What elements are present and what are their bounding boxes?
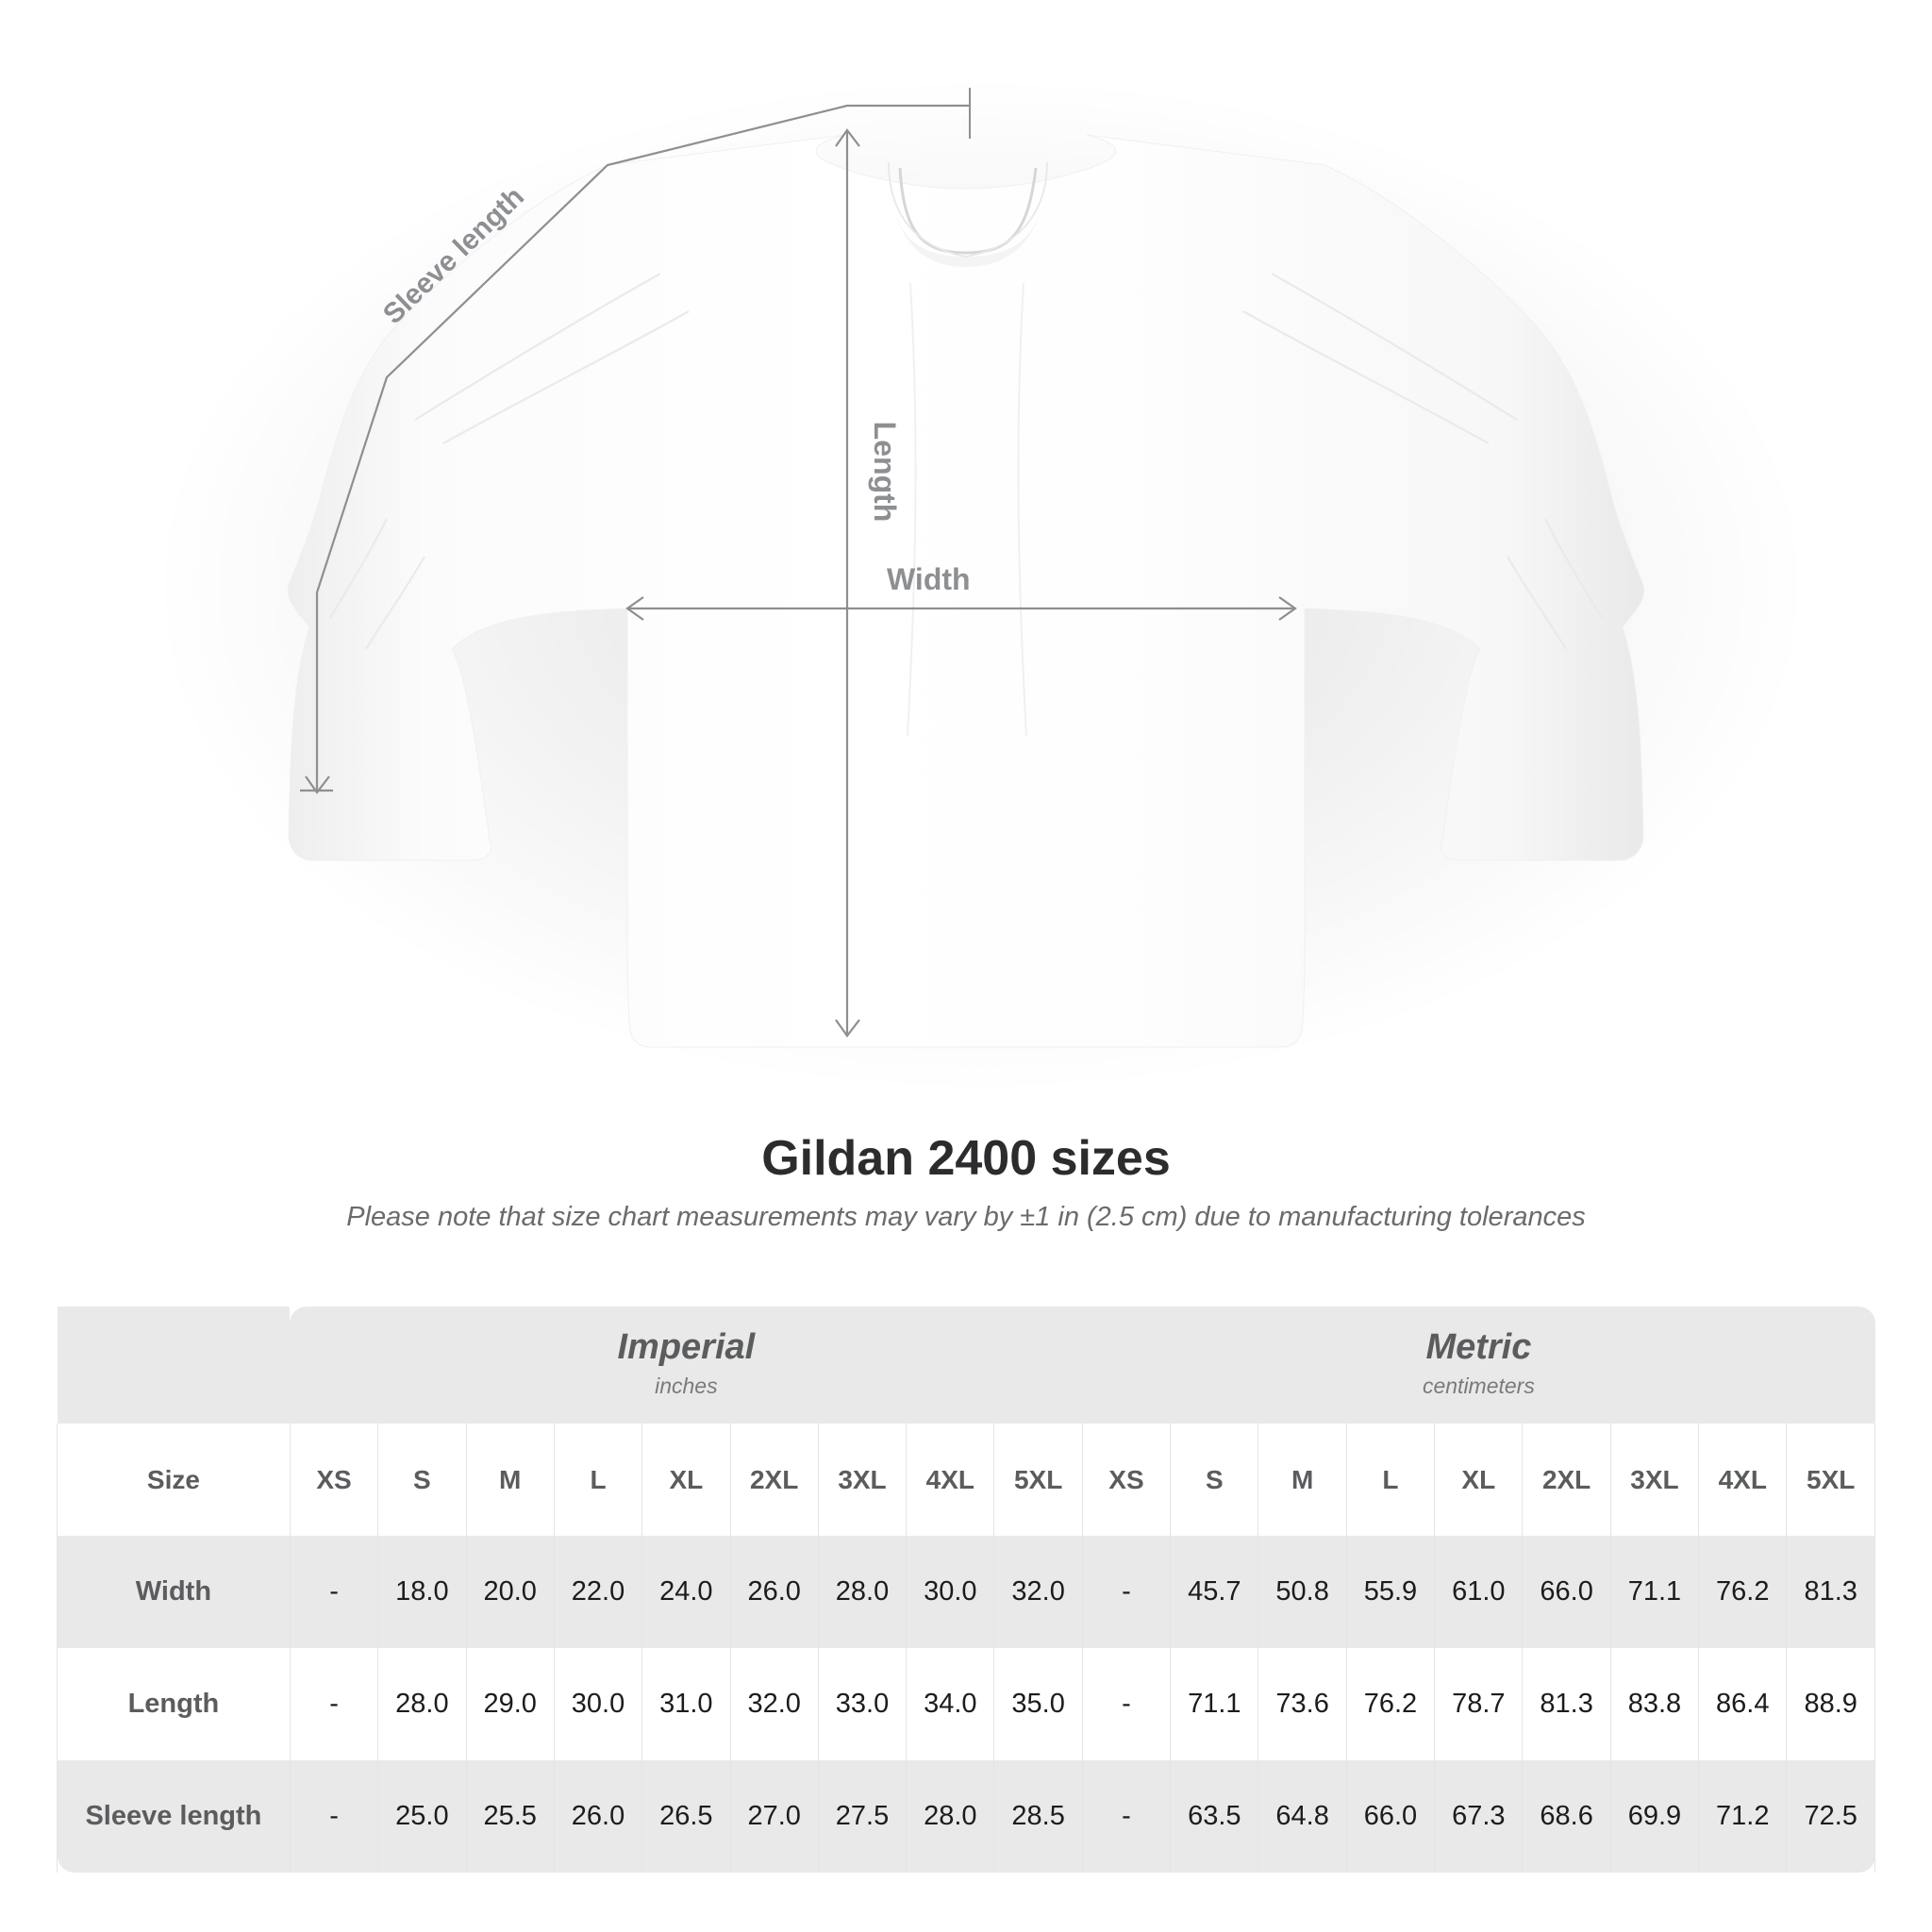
svg-text:Length: Length xyxy=(868,422,902,523)
svg-text:Width: Width xyxy=(887,562,971,596)
